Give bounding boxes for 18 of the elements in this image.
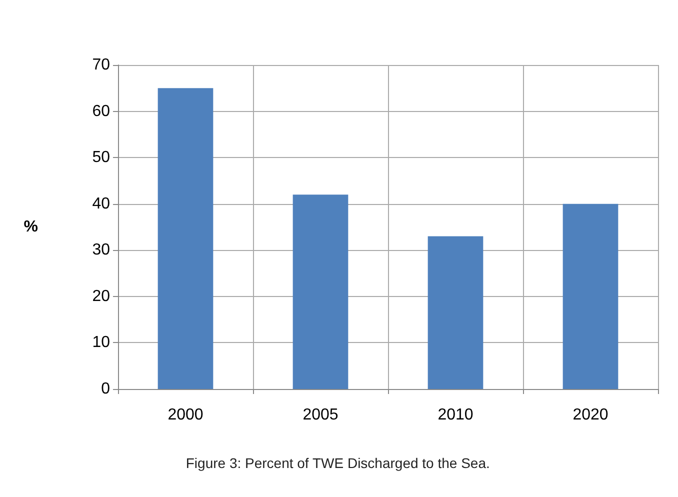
x-tick-label: 2010 (438, 406, 474, 424)
y-axis-title: % (24, 218, 38, 236)
bar (292, 194, 348, 389)
y-tick-label: 20 (92, 288, 110, 305)
x-tick-label: 2000 (168, 406, 204, 424)
y-tick-label: 70 (92, 56, 110, 74)
caption: Figure 3: Percent of TWE Discharged to the Sea. (186, 455, 490, 471)
y-tick-label: 30 (92, 242, 110, 259)
y-tick-label: 0 (101, 380, 110, 398)
y-tick-label: 40 (92, 195, 110, 212)
bar (562, 204, 618, 389)
y-tick-label: 60 (92, 102, 110, 120)
y-tick-label: 50 (92, 149, 110, 166)
x-tick-label: 2005 (302, 406, 338, 424)
bar (158, 88, 214, 389)
x-tick-label: 2020 (572, 406, 608, 424)
bar (428, 236, 484, 389)
y-tick-label: 10 (92, 334, 110, 352)
